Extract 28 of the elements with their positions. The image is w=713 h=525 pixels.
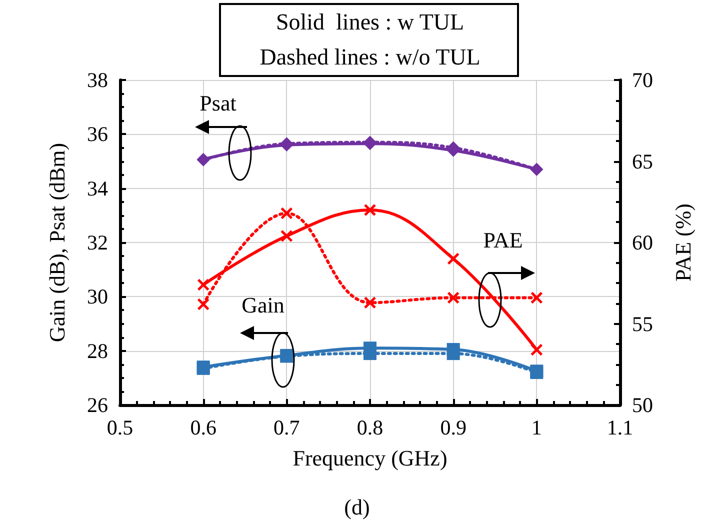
x-tick-label: 1 [531,416,542,440]
y-tick-label: 36 [87,122,108,146]
y2-axis-title: PAE (%) [670,203,696,282]
y-tick-label: 38 [87,68,108,92]
x-tick-label: 0.8 [356,416,384,440]
x-tick-label: 0.9 [440,416,466,440]
y-tick-label: 26 [87,393,108,417]
x-tick-label: 0.5 [106,416,134,440]
x-tick-label: 1.1 [606,416,634,440]
y-tick-label: 28 [87,338,108,363]
y2-tick-label: 55 [632,312,653,336]
y-axis-title: Gain (dB), Psat (dBm) [44,142,70,342]
text: (d) [344,494,370,520]
y2-tick-label: 50 [632,393,653,417]
annotation: Gain [242,292,284,318]
y-tick-label: 32 [87,230,108,254]
y-tick-label: 30 [87,284,108,309]
y2-tick-label: 65 [632,149,653,174]
y-tick-label: 34 [87,176,108,200]
x-axis-title: Frequency (GHz) [292,446,448,470]
x-tick-label: 0.6 [190,416,216,440]
x-tick-label: 0.7 [274,416,300,440]
text: Solid lines : w TUL [276,10,464,34]
annotation: Psat [200,90,236,116]
y2-tick-label: 60 [632,230,653,254]
text: Dashed lines : w/o TUL [260,44,480,70]
y2-tick-label: 70 [632,68,653,92]
annotation: PAE [483,228,523,252]
